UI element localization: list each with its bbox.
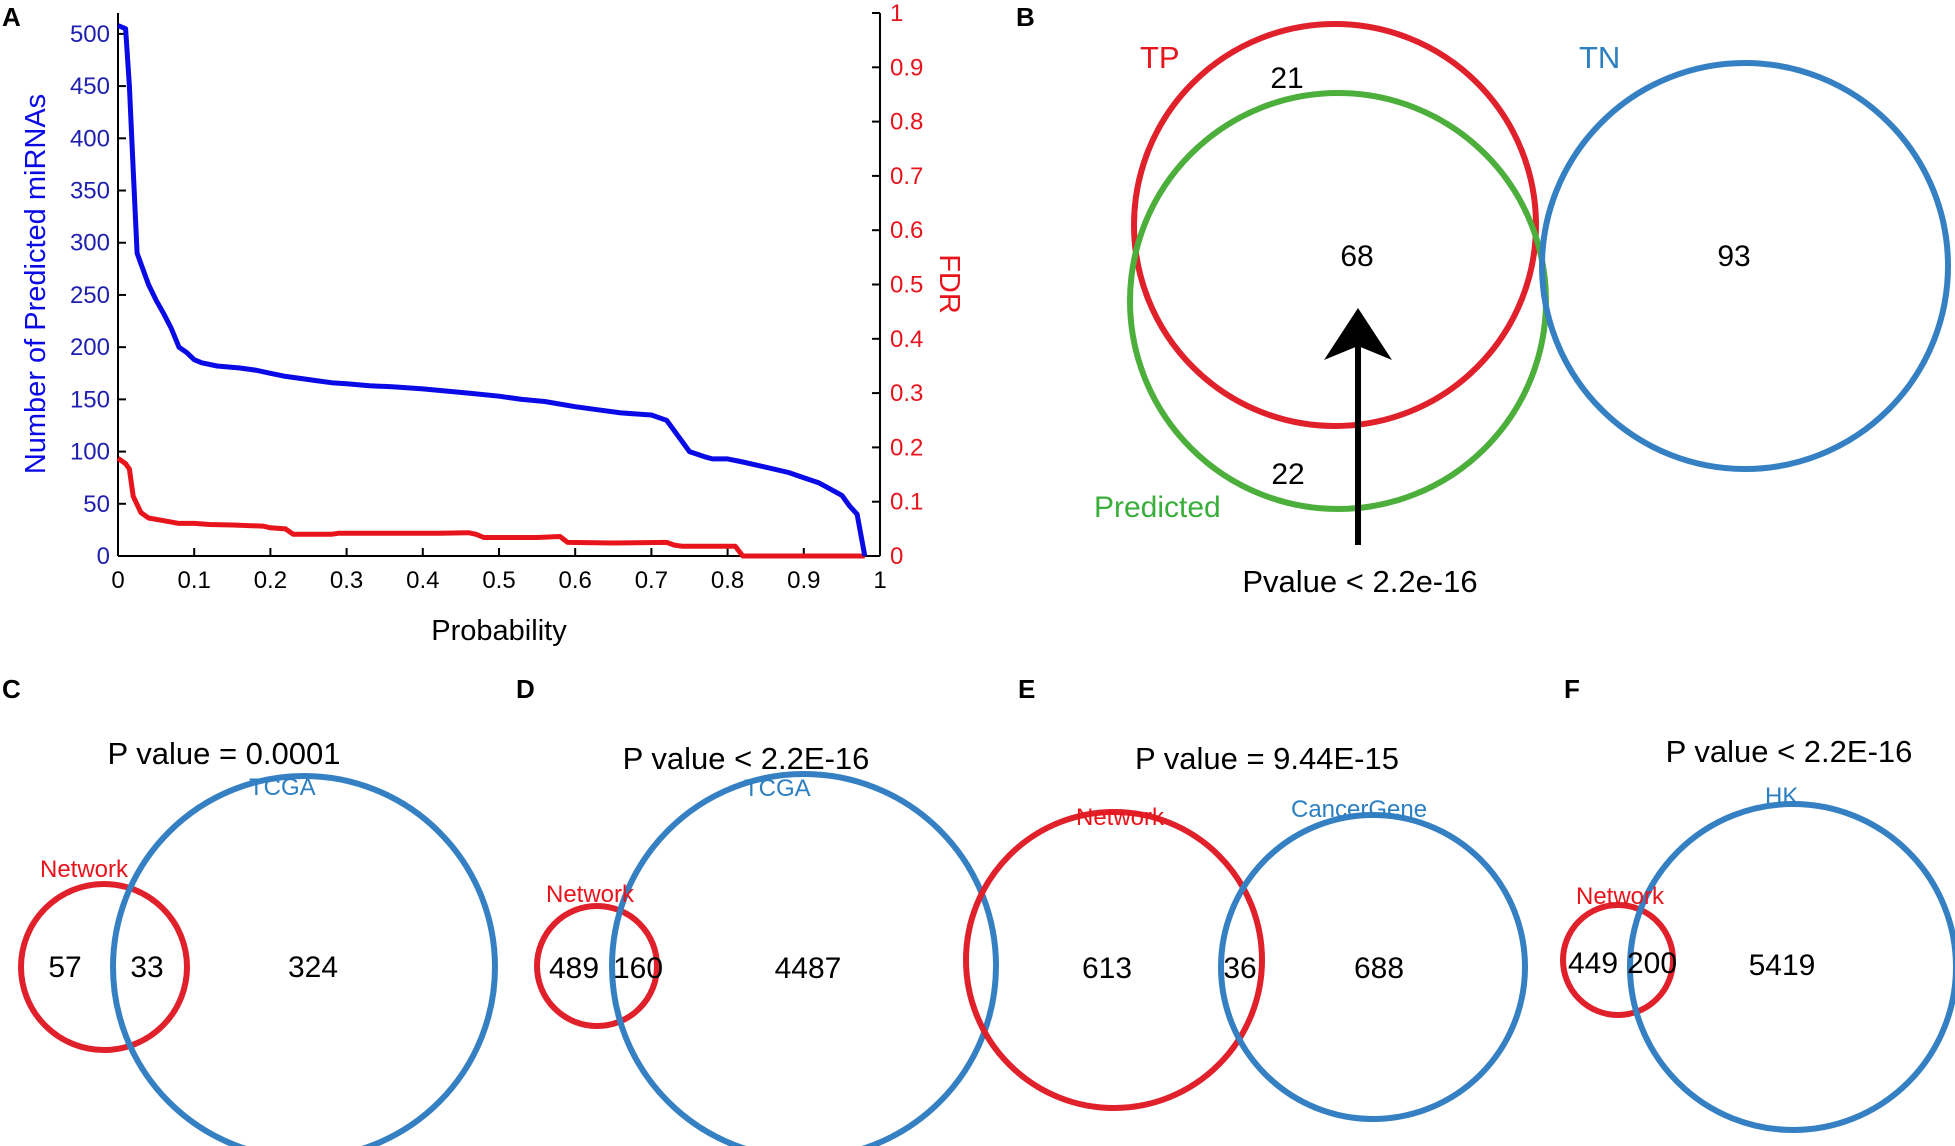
x-tick-label: 0.9 [787,567,820,594]
panel-c-pvalue: P value = 0.0001 [108,736,341,771]
panel-e: E P value = 9.44E-15 Network CancerGene … [963,674,1528,1122]
right-tick-label: 0.6 [890,217,923,244]
right-tick-label: 0.1 [890,489,923,516]
panel-e-cancergene-only-count: 688 [1354,952,1404,985]
fdr-series-line [116,456,865,559]
x-tick-label: 0.4 [406,567,439,594]
left-tick-label: 150 [70,386,110,413]
venn-predicted-label: Predicted [1094,491,1221,524]
left-tick-label: 400 [70,125,110,152]
panel-c-tcga-circle [110,773,498,1146]
panel-letter-f: F [1564,674,1580,704]
x-tick-label: 1 [873,567,886,594]
x-axis-ticks: 0 0.1 0.2 0.3 0.4 0.5 0.6 0.7 0.8 0.9 1 [111,548,887,594]
right-tick-label: 0.2 [890,434,923,461]
venn-predicted-only-count: 22 [1271,458,1304,491]
panel-d-tcga-label: TCGA [744,775,811,802]
panel-d-network-circle [534,903,660,1029]
venn-tn-circle [1539,60,1951,472]
right-tick-label: 0.5 [890,272,923,299]
panel-c-network-circle [18,881,190,1053]
panel-d: D P value < 2.2E-16 Network TCGA 489 160… [516,674,999,1146]
right-tick-label: 0.3 [890,380,923,407]
right-tick-label: 1 [890,0,903,27]
venn-tp-circle [1131,21,1539,429]
panel-letter-b: B [1016,2,1035,32]
left-axis-ticks: 0 50 100 150 200 250 300 350 400 450 500 [70,21,126,570]
x-tick-label: 0.1 [178,567,211,594]
left-tick-label: 500 [70,21,110,48]
panel-a: A 0 50 100 150 200 250 300 350 400 450 500 0 0.1 0.2… [2,0,965,647]
panel-b: B TP TN Predicted 21 68 22 93 Pvalue < 2… [1016,2,1951,599]
panel-c-network-only-count: 57 [48,951,81,984]
x-tick-label: 0.3 [330,567,363,594]
venn-tp-label: TP [1140,40,1180,75]
panel-e-overlap-count: 36 [1223,952,1256,985]
left-tick-label: 0 [97,543,110,570]
panel-f-hk-label: HK [1765,783,1798,810]
x-tick-label: 0.6 [559,567,592,594]
right-axis-label: FDR [933,254,965,314]
panel-c-tcga-only-count: 324 [288,951,338,984]
panel-e-network-label: Network [1076,804,1165,831]
pvalue-arrow-head [1324,308,1392,360]
panel-d-network-only-count: 489 [549,952,599,985]
panel-e-cancergene-circle [1218,812,1528,1122]
x-tick-label: 0.5 [482,567,515,594]
panel-f-network-circle [1560,902,1676,1018]
left-axis-label: Number of Predicted miRNAs [20,94,52,474]
left-tick-label: 450 [70,73,110,100]
panel-letter-e: E [1018,674,1035,704]
panel-letter-d: D [516,674,535,704]
panel-c-tcga-label: TCGA [249,774,316,801]
panel-f-hk-circle [1627,801,1955,1133]
panel-c: C P value = 0.0001 Network TCGA 57 33 32… [2,674,498,1146]
panel-d-overlap-count: 160 [613,952,663,985]
panel-f-network-only-count: 449 [1568,947,1618,980]
x-tick-label: 0 [111,567,124,594]
predicted-mirnas-series-line [117,23,868,557]
panel-c-overlap-count: 33 [130,951,163,984]
x-tick-label: 0.8 [711,567,744,594]
right-tick-label: 0.4 [890,326,923,353]
left-tick-label: 100 [70,439,110,466]
left-tick-label: 50 [83,491,110,518]
right-tick-label: 0.7 [890,163,923,190]
panel-e-pvalue: P value = 9.44E-15 [1135,741,1399,776]
left-tick-label: 300 [70,230,110,257]
panel-letter-a: A [2,2,21,32]
right-axis-ticks: 0 0.1 0.2 0.3 0.4 0.5 0.6 0.7 0.8 0.9 1 [872,0,923,570]
panel-b-pvalue: Pvalue < 2.2e-16 [1242,564,1477,599]
panel-e-cancergene-label: CancerGene [1291,796,1427,823]
venn-intersection-count: 68 [1340,240,1373,273]
venn-tp-only-count: 21 [1270,62,1303,95]
right-tick-label: 0.9 [890,54,923,81]
panel-letter-c: C [2,674,21,704]
panel-d-tcga-circle [609,771,999,1146]
panel-c-network-label: Network [40,856,129,883]
panel-d-pvalue: P value < 2.2E-16 [623,741,870,776]
panel-d-tcga-only-count: 4487 [775,952,842,985]
left-tick-label: 250 [70,282,110,309]
venn-tn-count: 93 [1717,240,1750,273]
left-tick-label: 200 [70,334,110,361]
x-tick-label: 0.2 [254,567,287,594]
panel-e-network-only-count: 613 [1082,952,1132,985]
x-tick-label: 0.7 [635,567,668,594]
venn-tn-label: TN [1579,40,1620,75]
panel-a-plot-area: 0 50 100 150 200 250 300 350 400 450 500 0 0.1 0.2 0.… [70,0,923,594]
panel-d-network-label: Network [546,881,635,908]
right-tick-label: 0 [890,543,903,570]
panel-f-pvalue: P value < 2.2E-16 [1666,734,1913,769]
right-tick-label: 0.8 [890,109,923,136]
panel-f-network-label: Network [1576,883,1665,910]
venn-predicted-circle [1127,90,1549,512]
left-tick-label: 350 [70,178,110,205]
panel-e-network-circle [963,809,1265,1111]
panel-f-hk-only-count: 5419 [1749,949,1816,982]
x-axis-label: Probability [431,615,567,647]
panel-f: F P value < 2.2E-16 Network HK 449 200 5… [1560,674,1955,1133]
panel-f-overlap-count: 200 [1627,947,1677,980]
